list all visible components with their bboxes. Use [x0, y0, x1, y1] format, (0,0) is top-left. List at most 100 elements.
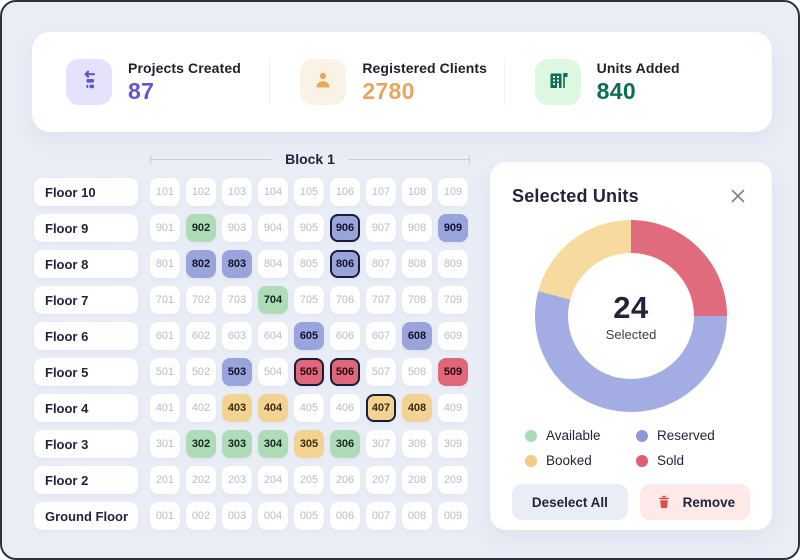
- unit-chip-309[interactable]: 309: [438, 430, 468, 458]
- unit-chip-903[interactable]: 903: [222, 214, 252, 242]
- unit-chip-307[interactable]: 307: [366, 430, 396, 458]
- unit-chip-109[interactable]: 109: [438, 178, 468, 206]
- unit-chip-605[interactable]: 605: [294, 322, 324, 350]
- unit-chip-308[interactable]: 308: [402, 430, 432, 458]
- unit-chip-407[interactable]: 407: [366, 394, 396, 422]
- unit-chip-809[interactable]: 809: [438, 250, 468, 278]
- unit-chip-806[interactable]: 806: [330, 250, 360, 278]
- unit-chip-108[interactable]: 108: [402, 178, 432, 206]
- unit-chip-104[interactable]: 104: [258, 178, 288, 206]
- unit-chip-101[interactable]: 101: [150, 178, 180, 206]
- unit-chip-107[interactable]: 107: [366, 178, 396, 206]
- unit-chip-202[interactable]: 202: [186, 466, 216, 494]
- unit-chip-906[interactable]: 906: [330, 214, 360, 242]
- unit-chip-006[interactable]: 006: [330, 502, 360, 530]
- unit-chip-709[interactable]: 709: [438, 286, 468, 314]
- unit-chip-203[interactable]: 203: [222, 466, 252, 494]
- unit-chip-909[interactable]: 909: [438, 214, 468, 242]
- unit-chip-902[interactable]: 902: [186, 214, 216, 242]
- unit-chip-209[interactable]: 209: [438, 466, 468, 494]
- unit-chip-204[interactable]: 204: [258, 466, 288, 494]
- unit-chip-208[interactable]: 208: [402, 466, 432, 494]
- unit-chip-606[interactable]: 606: [330, 322, 360, 350]
- unit-chip-604[interactable]: 604: [258, 322, 288, 350]
- unit-chip-607[interactable]: 607: [366, 322, 396, 350]
- floor-label-floor-9[interactable]: Floor 9: [34, 214, 138, 242]
- unit-chip-705[interactable]: 705: [294, 286, 324, 314]
- floor-label-ground-floor[interactable]: Ground Floor: [34, 502, 138, 530]
- unit-chip-901[interactable]: 901: [150, 214, 180, 242]
- unit-chip-207[interactable]: 207: [366, 466, 396, 494]
- unit-chip-401[interactable]: 401: [150, 394, 180, 422]
- floor-label-floor-8[interactable]: Floor 8: [34, 250, 138, 278]
- unit-chip-805[interactable]: 805: [294, 250, 324, 278]
- unit-chip-602[interactable]: 602: [186, 322, 216, 350]
- floor-label-floor-7[interactable]: Floor 7: [34, 286, 138, 314]
- unit-chip-702[interactable]: 702: [186, 286, 216, 314]
- unit-chip-908[interactable]: 908: [402, 214, 432, 242]
- unit-chip-802[interactable]: 802: [186, 250, 216, 278]
- unit-chip-205[interactable]: 205: [294, 466, 324, 494]
- unit-chip-406[interactable]: 406: [330, 394, 360, 422]
- floor-label-floor-2[interactable]: Floor 2: [34, 466, 138, 494]
- unit-chip-804[interactable]: 804: [258, 250, 288, 278]
- close-icon[interactable]: [726, 184, 750, 208]
- unit-chip-509[interactable]: 509: [438, 358, 468, 386]
- unit-chip-707[interactable]: 707: [366, 286, 396, 314]
- unit-chip-706[interactable]: 706: [330, 286, 360, 314]
- unit-chip-904[interactable]: 904: [258, 214, 288, 242]
- unit-chip-608[interactable]: 608: [402, 322, 432, 350]
- unit-chip-008[interactable]: 008: [402, 502, 432, 530]
- unit-chip-009[interactable]: 009: [438, 502, 468, 530]
- unit-chip-703[interactable]: 703: [222, 286, 252, 314]
- unit-chip-405[interactable]: 405: [294, 394, 324, 422]
- floor-label-floor-5[interactable]: Floor 5: [34, 358, 138, 386]
- unit-chip-704[interactable]: 704: [258, 286, 288, 314]
- unit-chip-506[interactable]: 506: [330, 358, 360, 386]
- unit-chip-502[interactable]: 502: [186, 358, 216, 386]
- deselect-all-button[interactable]: Deselect All: [512, 484, 628, 520]
- unit-chip-404[interactable]: 404: [258, 394, 288, 422]
- unit-chip-907[interactable]: 907: [366, 214, 396, 242]
- unit-chip-302[interactable]: 302: [186, 430, 216, 458]
- unit-chip-301[interactable]: 301: [150, 430, 180, 458]
- unit-chip-408[interactable]: 408: [402, 394, 432, 422]
- floor-label-floor-6[interactable]: Floor 6: [34, 322, 138, 350]
- unit-chip-001[interactable]: 001: [150, 502, 180, 530]
- unit-chip-807[interactable]: 807: [366, 250, 396, 278]
- unit-chip-003[interactable]: 003: [222, 502, 252, 530]
- unit-chip-005[interactable]: 005: [294, 502, 324, 530]
- unit-chip-803[interactable]: 803: [222, 250, 252, 278]
- floor-label-floor-10[interactable]: Floor 10: [34, 178, 138, 206]
- unit-chip-103[interactable]: 103: [222, 178, 252, 206]
- unit-chip-206[interactable]: 206: [330, 466, 360, 494]
- unit-chip-503[interactable]: 503: [222, 358, 252, 386]
- unit-chip-004[interactable]: 004: [258, 502, 288, 530]
- unit-chip-701[interactable]: 701: [150, 286, 180, 314]
- unit-chip-601[interactable]: 601: [150, 322, 180, 350]
- remove-button[interactable]: Remove: [639, 484, 750, 520]
- unit-chip-403[interactable]: 403: [222, 394, 252, 422]
- unit-chip-306[interactable]: 306: [330, 430, 360, 458]
- unit-chip-505[interactable]: 505: [294, 358, 324, 386]
- unit-chip-105[interactable]: 105: [294, 178, 324, 206]
- unit-chip-002[interactable]: 002: [186, 502, 216, 530]
- unit-chip-801[interactable]: 801: [150, 250, 180, 278]
- unit-chip-007[interactable]: 007: [366, 502, 396, 530]
- unit-chip-102[interactable]: 102: [186, 178, 216, 206]
- unit-chip-603[interactable]: 603: [222, 322, 252, 350]
- unit-chip-808[interactable]: 808: [402, 250, 432, 278]
- unit-chip-106[interactable]: 106: [330, 178, 360, 206]
- unit-chip-305[interactable]: 305: [294, 430, 324, 458]
- unit-chip-409[interactable]: 409: [438, 394, 468, 422]
- unit-chip-708[interactable]: 708: [402, 286, 432, 314]
- unit-chip-303[interactable]: 303: [222, 430, 252, 458]
- floor-label-floor-4[interactable]: Floor 4: [34, 394, 138, 422]
- unit-chip-609[interactable]: 609: [438, 322, 468, 350]
- unit-chip-201[interactable]: 201: [150, 466, 180, 494]
- unit-chip-905[interactable]: 905: [294, 214, 324, 242]
- unit-chip-402[interactable]: 402: [186, 394, 216, 422]
- unit-chip-304[interactable]: 304: [258, 430, 288, 458]
- unit-chip-507[interactable]: 507: [366, 358, 396, 386]
- unit-chip-501[interactable]: 501: [150, 358, 180, 386]
